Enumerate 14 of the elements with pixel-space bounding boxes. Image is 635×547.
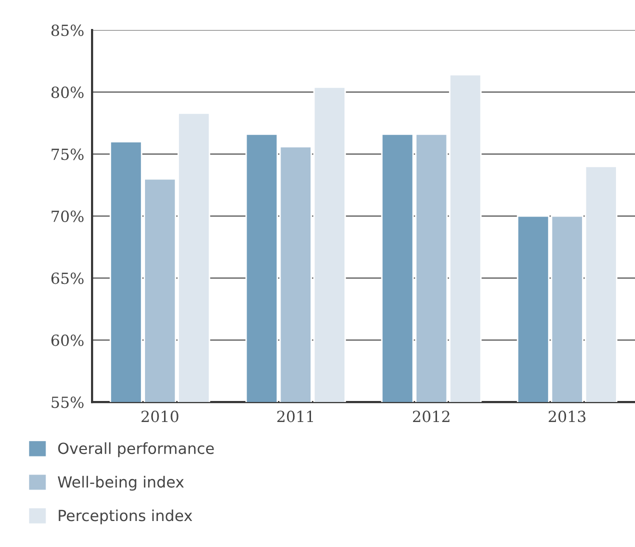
x-tick-label: 2013 [548,410,586,422]
y-tick-label: 70% [52,210,84,222]
y-tick-label: 75% [52,148,84,160]
x-tick-label: 2011 [277,410,313,422]
y-tick-label: 80% [51,86,84,98]
x-tick-label: 2010 [142,410,178,422]
legend-label: Well-being index [58,476,184,491]
y-tick-label: 85% [51,24,84,36]
y-tick-label: 65% [51,272,84,284]
x-tick-label: 2012 [413,410,450,422]
y-tick-label: 55% [52,396,84,408]
legend-label: Overall performance [58,442,214,458]
y-tick-label: 60% [51,334,84,346]
legend-label: Perceptions index [58,509,192,524]
